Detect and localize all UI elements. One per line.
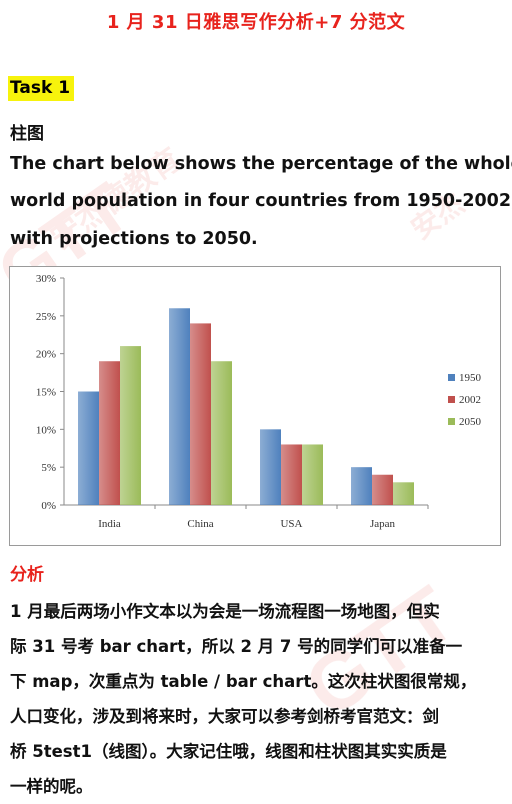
bar-japan-2050 <box>393 482 414 505</box>
analysis-line: 一样的呢。 <box>10 777 93 796</box>
prompt-line: The chart below shows the percentage of … <box>10 154 512 174</box>
analysis-line: 际 31 号考 bar chart，所以 2 月 7 号的同学们可以准备一 <box>10 637 463 656</box>
task-label: Task 1 <box>8 76 75 101</box>
legend-swatch <box>448 418 455 425</box>
legend-label: 2050 <box>459 416 482 428</box>
analysis-body: 1 月最后两场小作文本以为会是一场流程图一场地图，但实 际 31 号考 bar … <box>10 594 504 804</box>
bar-usa-1950 <box>260 429 281 505</box>
y-tick-label: 30% <box>36 273 56 285</box>
legend-label: 1950 <box>459 372 482 384</box>
legend-label: 2002 <box>459 394 481 406</box>
x-tick-label: China <box>187 518 213 530</box>
bar-china-2050 <box>211 361 232 505</box>
bar-usa-2050 <box>302 444 323 505</box>
bar-chart: 0% 5% 10% 15% 20% 25% 30% India China USA Japan 195… <box>9 266 501 546</box>
bar-japan-1950 <box>351 467 372 505</box>
y-tick-label: 10% <box>36 424 56 436</box>
bar-china-1950 <box>169 308 190 505</box>
prompt-line: with projections to 2050. <box>10 229 258 249</box>
analysis-line: 人口变化，涉及到将来时，大家可以参考剑桥考官范文：剑 <box>10 707 439 726</box>
bar-india-2050 <box>120 346 141 505</box>
legend-swatch <box>448 396 455 403</box>
y-tick-label: 25% <box>36 311 56 323</box>
y-tick-label: 20% <box>36 349 56 361</box>
bar-japan-2002 <box>372 474 393 505</box>
legend-swatch <box>448 374 455 381</box>
bar-india-2002 <box>99 361 120 505</box>
analysis-line: 1 月最后两场小作文本以为会是一场流程图一场地图，但实 <box>10 602 440 621</box>
analysis-line: 下 map，次重点为 table / bar chart。这次柱状图很常规， <box>10 672 477 691</box>
analysis-heading: 分析 <box>10 565 44 585</box>
bar-china-2002 <box>190 323 211 505</box>
page-title: 1 月 31 日雅思写作分析+7 分范文 <box>106 12 406 33</box>
y-tick-label: 0% <box>41 500 56 512</box>
x-tick-label: India <box>98 518 121 530</box>
y-tick-label: 15% <box>36 387 56 399</box>
bar-india-1950 <box>78 391 99 505</box>
bar-usa-2002 <box>281 444 302 505</box>
chart-kind-label: 柱图 <box>10 124 44 144</box>
x-tick-label: USA <box>280 518 302 530</box>
analysis-line: 桥 5test1（线图）。大家记住哦，线图和柱状图其实实质是 <box>10 742 447 761</box>
prompt-line: world population in four countries from … <box>10 191 512 211</box>
y-tick-label: 5% <box>41 462 56 474</box>
x-tick-label: Japan <box>370 518 396 530</box>
bar-chart-svg: 0% 5% 10% 15% 20% 25% 30% India China USA Japan 195… <box>36 273 482 530</box>
